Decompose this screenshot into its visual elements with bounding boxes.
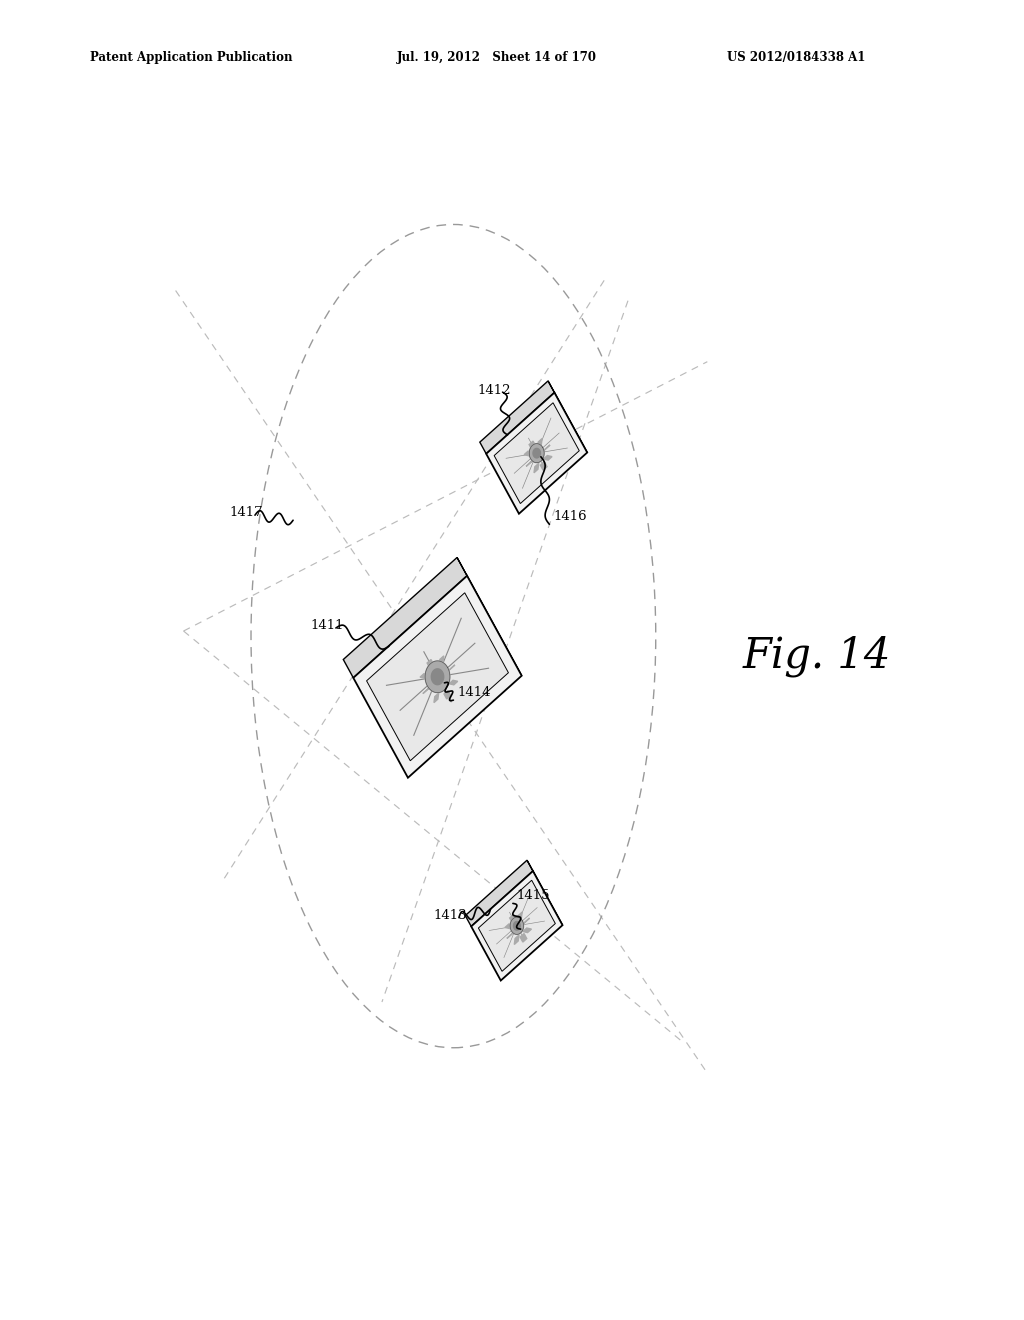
Polygon shape (542, 445, 550, 451)
Polygon shape (486, 392, 587, 513)
Text: Jul. 19, 2012   Sheet 14 of 170: Jul. 19, 2012 Sheet 14 of 170 (397, 51, 597, 65)
Polygon shape (423, 686, 431, 693)
Text: 1412: 1412 (477, 384, 511, 396)
Polygon shape (353, 576, 521, 777)
Polygon shape (529, 444, 544, 462)
Polygon shape (425, 661, 450, 693)
Polygon shape (457, 557, 521, 676)
Text: Fig. 14: Fig. 14 (743, 635, 892, 677)
Text: 1411: 1411 (310, 619, 344, 632)
Polygon shape (495, 403, 580, 503)
Polygon shape (447, 665, 455, 672)
Polygon shape (532, 449, 541, 458)
Polygon shape (434, 693, 438, 702)
Polygon shape (522, 919, 529, 925)
Polygon shape (524, 451, 532, 455)
Polygon shape (514, 935, 519, 945)
Polygon shape (548, 381, 587, 453)
Polygon shape (523, 928, 531, 932)
Text: 1416: 1416 (553, 510, 587, 523)
Polygon shape (471, 871, 562, 981)
Polygon shape (478, 880, 555, 972)
Text: 1413: 1413 (433, 909, 467, 923)
Polygon shape (465, 861, 532, 927)
Polygon shape (450, 680, 458, 685)
Polygon shape (431, 669, 443, 685)
Polygon shape (505, 924, 514, 928)
Polygon shape (439, 656, 443, 665)
Polygon shape (510, 915, 516, 923)
Polygon shape (427, 660, 434, 668)
Polygon shape (529, 441, 536, 450)
Polygon shape (526, 459, 534, 466)
Text: 1415: 1415 (517, 888, 550, 902)
Polygon shape (480, 381, 554, 454)
Polygon shape (517, 912, 522, 921)
Text: Patent Application Publication: Patent Application Publication (90, 51, 293, 65)
Polygon shape (541, 462, 547, 470)
Polygon shape (544, 455, 552, 461)
Polygon shape (510, 917, 523, 935)
Polygon shape (444, 690, 451, 700)
Text: 1417: 1417 (229, 506, 263, 519)
Polygon shape (367, 593, 509, 760)
Text: 1414: 1414 (458, 685, 490, 698)
Polygon shape (420, 673, 429, 678)
Polygon shape (538, 438, 542, 447)
Polygon shape (507, 932, 515, 939)
Text: US 2012/0184338 A1: US 2012/0184338 A1 (727, 51, 865, 65)
Polygon shape (527, 861, 562, 925)
Polygon shape (534, 463, 539, 473)
Polygon shape (520, 933, 526, 942)
Polygon shape (513, 921, 520, 931)
Polygon shape (343, 557, 467, 677)
